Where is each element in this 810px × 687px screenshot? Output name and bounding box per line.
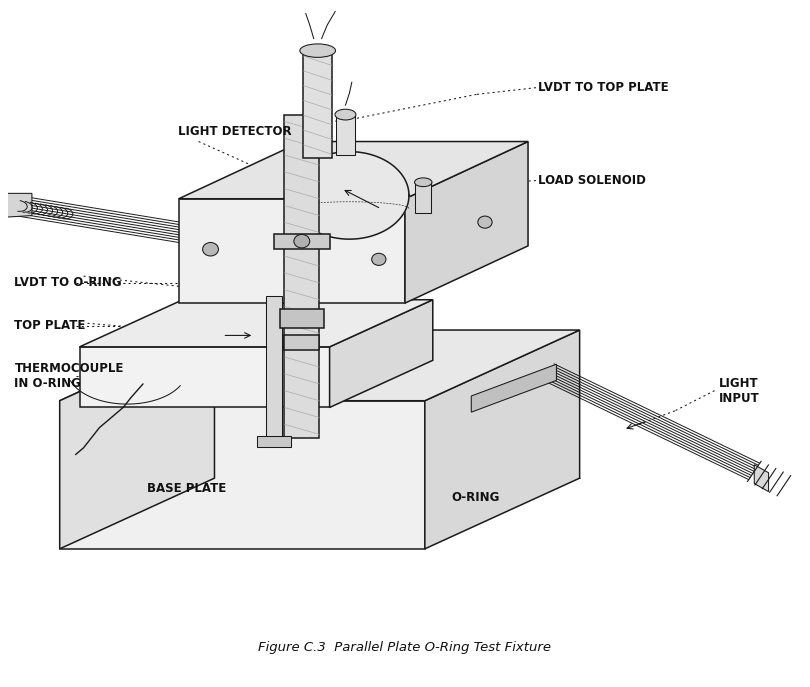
Text: Figure C.3  Parallel Plate O-Ring Test Fixture: Figure C.3 Parallel Plate O-Ring Test Fi… — [258, 641, 552, 654]
Polygon shape — [60, 330, 215, 549]
Text: THERMOCOUPLE
IN O-RING: THERMOCOUPLE IN O-RING — [15, 362, 124, 390]
Polygon shape — [304, 51, 332, 159]
Ellipse shape — [300, 44, 335, 58]
Text: TOP PLATE: TOP PLATE — [15, 319, 86, 333]
Polygon shape — [179, 199, 405, 303]
Polygon shape — [257, 436, 292, 447]
Polygon shape — [274, 234, 330, 249]
Polygon shape — [179, 142, 528, 199]
Polygon shape — [290, 152, 409, 239]
Polygon shape — [266, 296, 282, 441]
Polygon shape — [79, 300, 433, 347]
Polygon shape — [0, 193, 32, 218]
Ellipse shape — [335, 109, 356, 120]
Polygon shape — [60, 330, 580, 401]
Polygon shape — [79, 347, 330, 407]
Polygon shape — [471, 364, 556, 412]
Circle shape — [372, 254, 386, 265]
Polygon shape — [284, 115, 319, 438]
Text: LVDT TO O-RING: LVDT TO O-RING — [15, 276, 122, 289]
Text: O-RING: O-RING — [451, 491, 500, 504]
Circle shape — [202, 243, 219, 256]
Polygon shape — [279, 309, 324, 328]
Text: LVDT TO TOP PLATE: LVDT TO TOP PLATE — [539, 81, 669, 94]
Polygon shape — [60, 401, 425, 549]
Polygon shape — [754, 464, 769, 492]
Text: LOAD SOLENOID: LOAD SOLENOID — [539, 174, 646, 187]
Polygon shape — [425, 330, 580, 549]
Circle shape — [478, 216, 492, 228]
Polygon shape — [405, 142, 528, 303]
Ellipse shape — [415, 178, 432, 187]
Polygon shape — [416, 182, 431, 213]
Polygon shape — [330, 300, 433, 407]
Circle shape — [294, 234, 309, 248]
Polygon shape — [284, 335, 319, 350]
Text: LIGHT
INPUT: LIGHT INPUT — [718, 376, 759, 405]
Text: BASE PLATE: BASE PLATE — [147, 482, 226, 495]
Text: LIGHT DETECTOR: LIGHT DETECTOR — [177, 125, 291, 138]
Polygon shape — [336, 115, 355, 155]
